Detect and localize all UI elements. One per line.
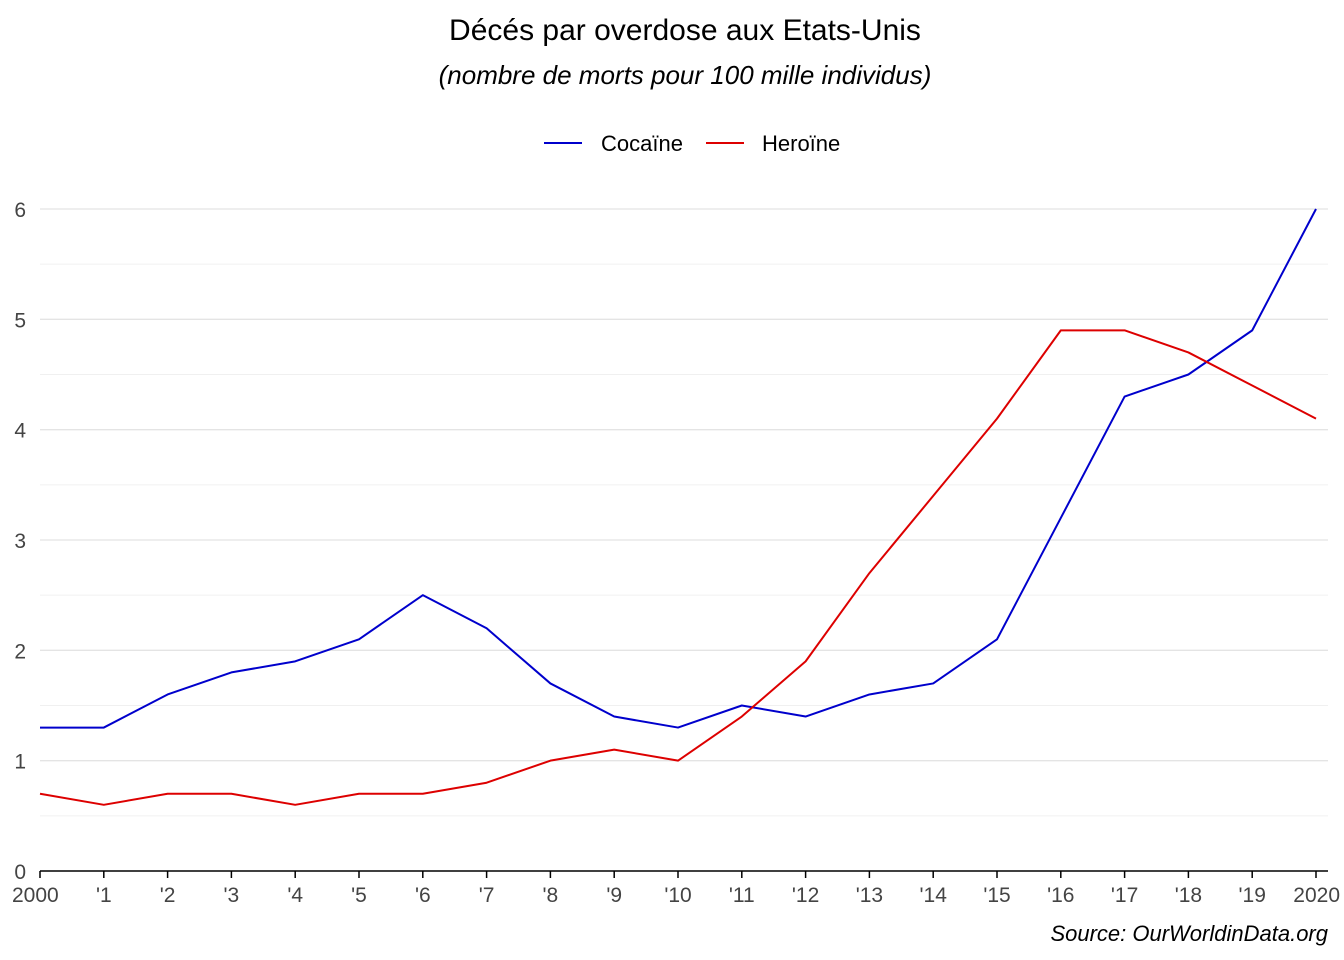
series [39,208,1317,806]
x-tick-label: '2 [160,884,176,907]
legend-label-cocaine: Cocaïne [601,131,683,156]
x-tick-label: '3 [224,884,240,907]
chart-title: Décés par overdose aux Etats-Unis [449,14,921,47]
x-tick-label: '15 [983,884,1010,907]
x-tick-label: '4 [287,884,303,907]
chart-subtitle: (nombre de morts pour 100 mille individu… [439,60,932,90]
source-note: Source: OurWorldinData.org [1050,921,1328,946]
x-tick-label: 2000 [12,884,59,907]
y-tick-label: 3 [14,530,26,553]
x-axis: 2000 '1 '2 '3 '4 '5 '6 '7 '8 '9 '10 '11 '12 '13 '14 '15… [12,870,1340,907]
series-line-heroine [39,329,1317,806]
x-tick-label: '19 [1239,884,1266,907]
x-tick-label: '7 [479,884,495,907]
x-tick-label: '12 [792,884,819,907]
x-tick-label: '11 [729,884,755,907]
x-tick-label: '6 [415,884,431,907]
x-tick-label: '13 [856,884,883,907]
legend-label-heroine: Heroïne [762,131,840,156]
x-tick-label: '1 [96,884,112,907]
x-tick-label: '5 [351,884,367,907]
y-tick-label: 4 [14,420,26,443]
x-tick-label: 2020 [1293,884,1340,907]
x-tick-label: '14 [920,884,948,907]
x-tick-label: '18 [1175,884,1202,907]
y-axis-labels: 0 1 2 3 4 5 6 [14,199,26,884]
y-tick-label: 6 [14,199,26,222]
legend: Cocaïne Heroïne [544,131,840,156]
y-tick-label: 2 [14,640,26,663]
grid [40,208,1328,817]
x-tick-label: '9 [606,884,622,907]
y-tick-label: 0 [14,861,26,884]
x-tick-label: '8 [543,884,559,907]
y-tick-label: 5 [14,309,26,332]
series-line-cocaine [40,208,1317,729]
x-tick-label: '10 [664,884,691,907]
y-tick-label: 1 [14,751,26,774]
x-tick-label: '17 [1111,884,1138,907]
x-tick-label: '16 [1047,884,1074,907]
